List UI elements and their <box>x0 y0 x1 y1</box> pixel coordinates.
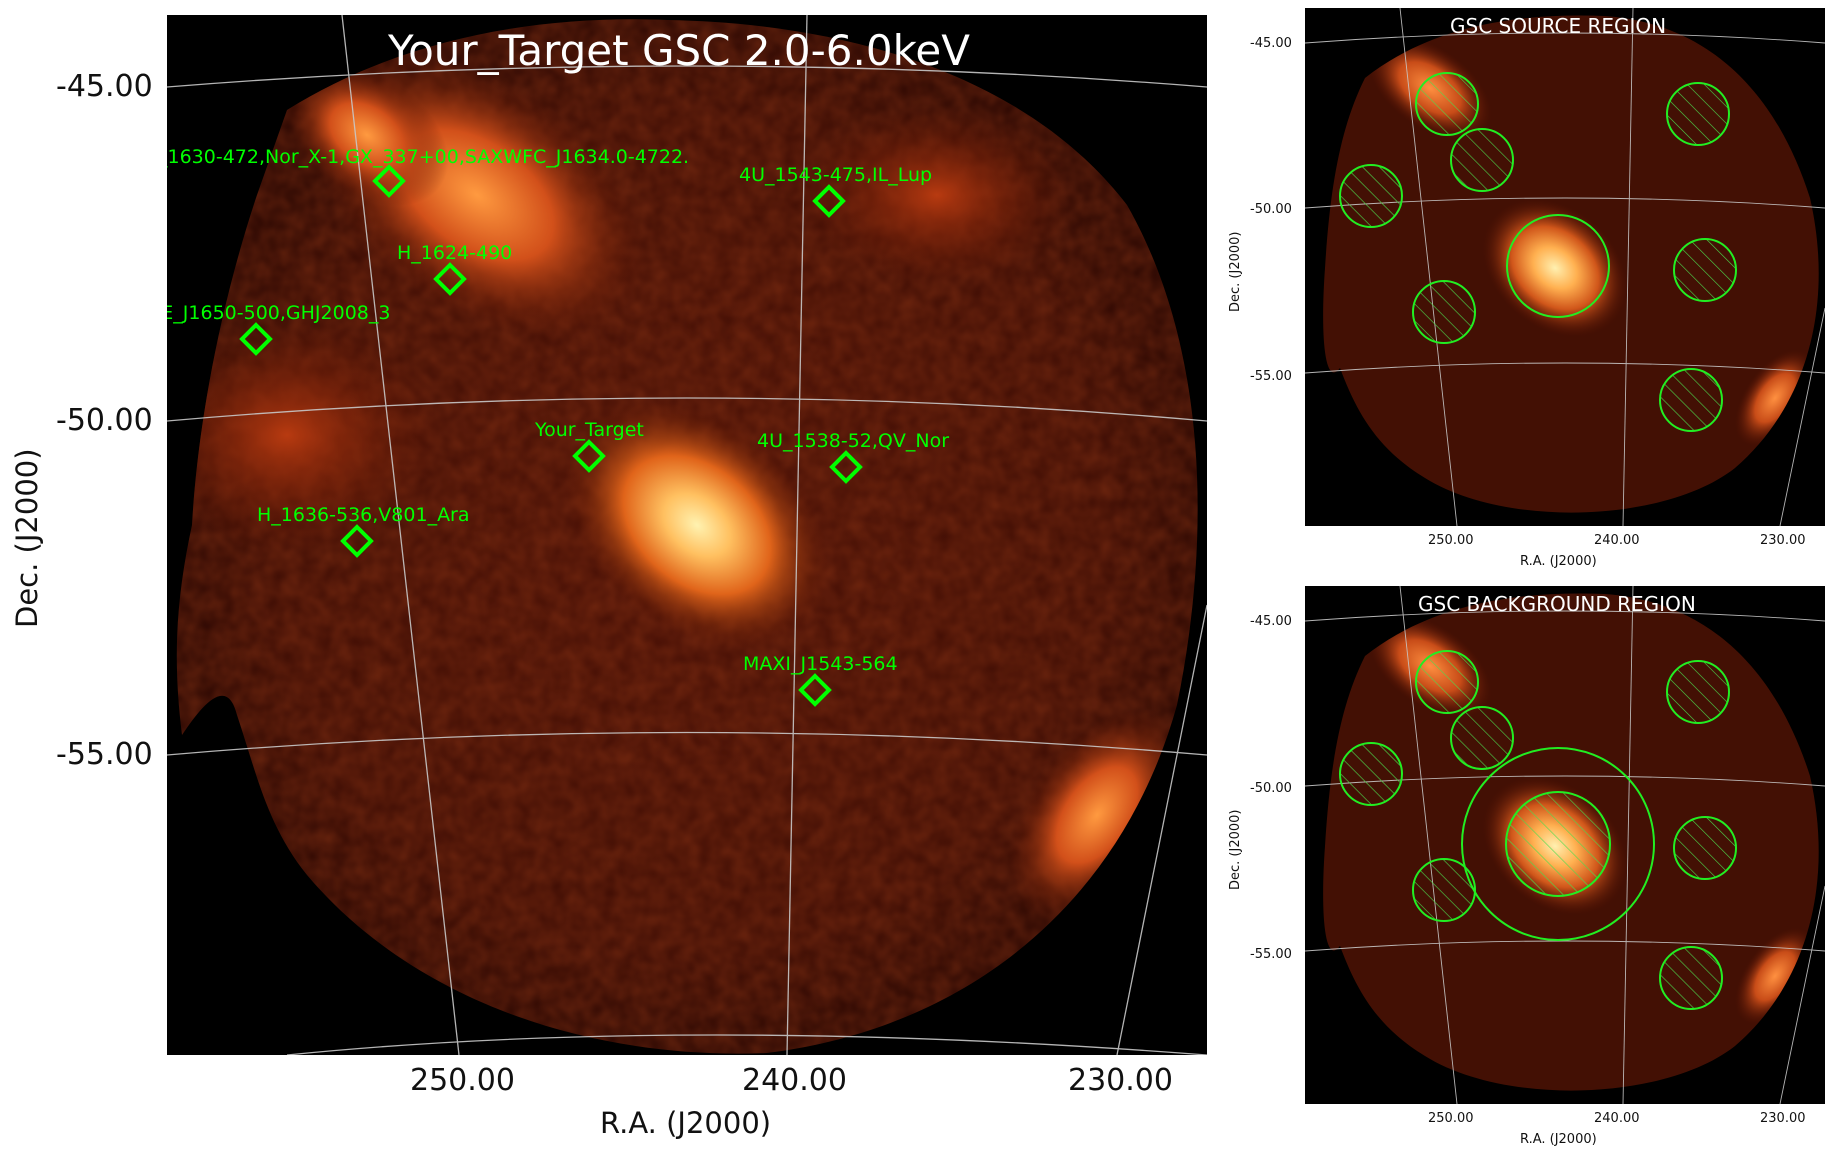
main-xtick: 250.00 <box>410 1063 515 1098</box>
source-diamond-marker <box>372 164 406 198</box>
source-label: H_1636-536,V801_Ara <box>257 504 470 526</box>
source-diamond-marker <box>433 262 467 296</box>
main-xtick: 240.00 <box>742 1063 847 1098</box>
main-ylabel: Dec. (J2000) <box>10 448 44 628</box>
source-label: 4U_1543-475,IL_Lup <box>739 164 932 186</box>
source-exclusion-circle <box>1505 791 1611 897</box>
hatched-region-circle <box>1659 946 1723 1010</box>
background-ytick: -45.00 <box>1250 614 1292 629</box>
source-label: XTE_J1650-500,GHJ2008_3 <box>167 302 390 324</box>
source-xtick: 240.00 <box>1594 533 1640 548</box>
background-xtick: 240.00 <box>1594 1111 1640 1126</box>
coordinate-grid <box>1305 8 1825 526</box>
source-diamond-marker <box>829 450 863 484</box>
source-region-title: GSC SOURCE REGION <box>1450 14 1667 38</box>
source-ytick: -55.00 <box>1250 369 1292 384</box>
source-label: H_1624-490 <box>397 242 512 264</box>
main-title: Your_Target GSC 2.0-6.0keV <box>388 26 970 75</box>
source-region-panel <box>1305 8 1825 526</box>
source-diamond-marker <box>572 439 606 473</box>
main-ytick: -45.00 <box>56 69 153 104</box>
source-region-circle <box>1506 214 1610 318</box>
source-label: MAXI_J1543-564 <box>743 653 898 675</box>
source-ylabel: Dec. (J2000) <box>1228 231 1243 312</box>
source-diamond-marker <box>340 524 374 558</box>
background-xtick: 230.00 <box>1760 1111 1806 1126</box>
hatched-region-circle <box>1450 128 1514 192</box>
hatched-region-circle <box>1666 82 1730 146</box>
source-label: Your_Target <box>534 419 644 441</box>
hatched-region-circle <box>1412 280 1476 344</box>
hatched-region-circle <box>1415 650 1479 714</box>
main-overlay: 4U_1630-472,Nor_X-1,GX_337+00,SAXWFC_J16… <box>167 15 1207 1055</box>
background-region-title: GSC BACKGROUND REGION <box>1418 592 1696 616</box>
source-xtick: 250.00 <box>1428 533 1474 548</box>
background-xtick: 250.00 <box>1428 1111 1474 1126</box>
hatched-region-circle <box>1412 858 1476 922</box>
region-circles <box>1339 650 1737 1010</box>
source-xtick: 230.00 <box>1760 533 1806 548</box>
source-diamond-marker <box>798 673 832 707</box>
source-diamond-marker <box>239 322 273 356</box>
background-annulus-circle <box>1461 747 1655 941</box>
background-ytick: -50.00 <box>1250 781 1292 796</box>
hatched-region-circle <box>1339 164 1403 228</box>
background-region-panel <box>1305 586 1825 1104</box>
hatched-region-circle <box>1673 816 1737 880</box>
hatched-region-circle <box>1659 368 1723 432</box>
main-sky-image <box>167 15 1207 1055</box>
main-xtick: 230.00 <box>1068 1063 1173 1098</box>
hatched-region-circle <box>1339 742 1403 806</box>
main-ytick: -55.00 <box>56 737 153 772</box>
source-label: 4U_1630-472,Nor_X-1,GX_337+00,SAXWFC_J16… <box>167 146 689 168</box>
source-xlabel: R.A. (J2000) <box>1520 554 1597 569</box>
source-ytick: -50.00 <box>1250 202 1292 217</box>
main-xlabel: R.A. (J2000) <box>600 1106 772 1140</box>
main-ytick: -50.00 <box>56 403 153 438</box>
source-label: 4U_1538-52,QV_Nor <box>757 430 949 452</box>
background-region-image <box>1305 586 1825 1104</box>
hatched-region-circle <box>1673 238 1737 302</box>
hatched-region-circle <box>1450 706 1514 770</box>
source-diamond-marker <box>812 184 846 218</box>
region-circles <box>1339 72 1737 432</box>
main-sky-image-panel <box>167 15 1207 1055</box>
source-markers: 4U_1630-472,Nor_X-1,GX_337+00,SAXWFC_J16… <box>167 146 949 707</box>
hatched-region-circle <box>1666 660 1730 724</box>
hatched-region-circle <box>1415 72 1479 136</box>
source-region-image <box>1305 8 1825 526</box>
background-ytick: -55.00 <box>1250 947 1292 962</box>
source-ytick: -45.00 <box>1250 36 1292 51</box>
background-ylabel: Dec. (J2000) <box>1228 809 1243 890</box>
background-xlabel: R.A. (J2000) <box>1520 1132 1597 1147</box>
coordinate-grid <box>167 15 1207 1055</box>
